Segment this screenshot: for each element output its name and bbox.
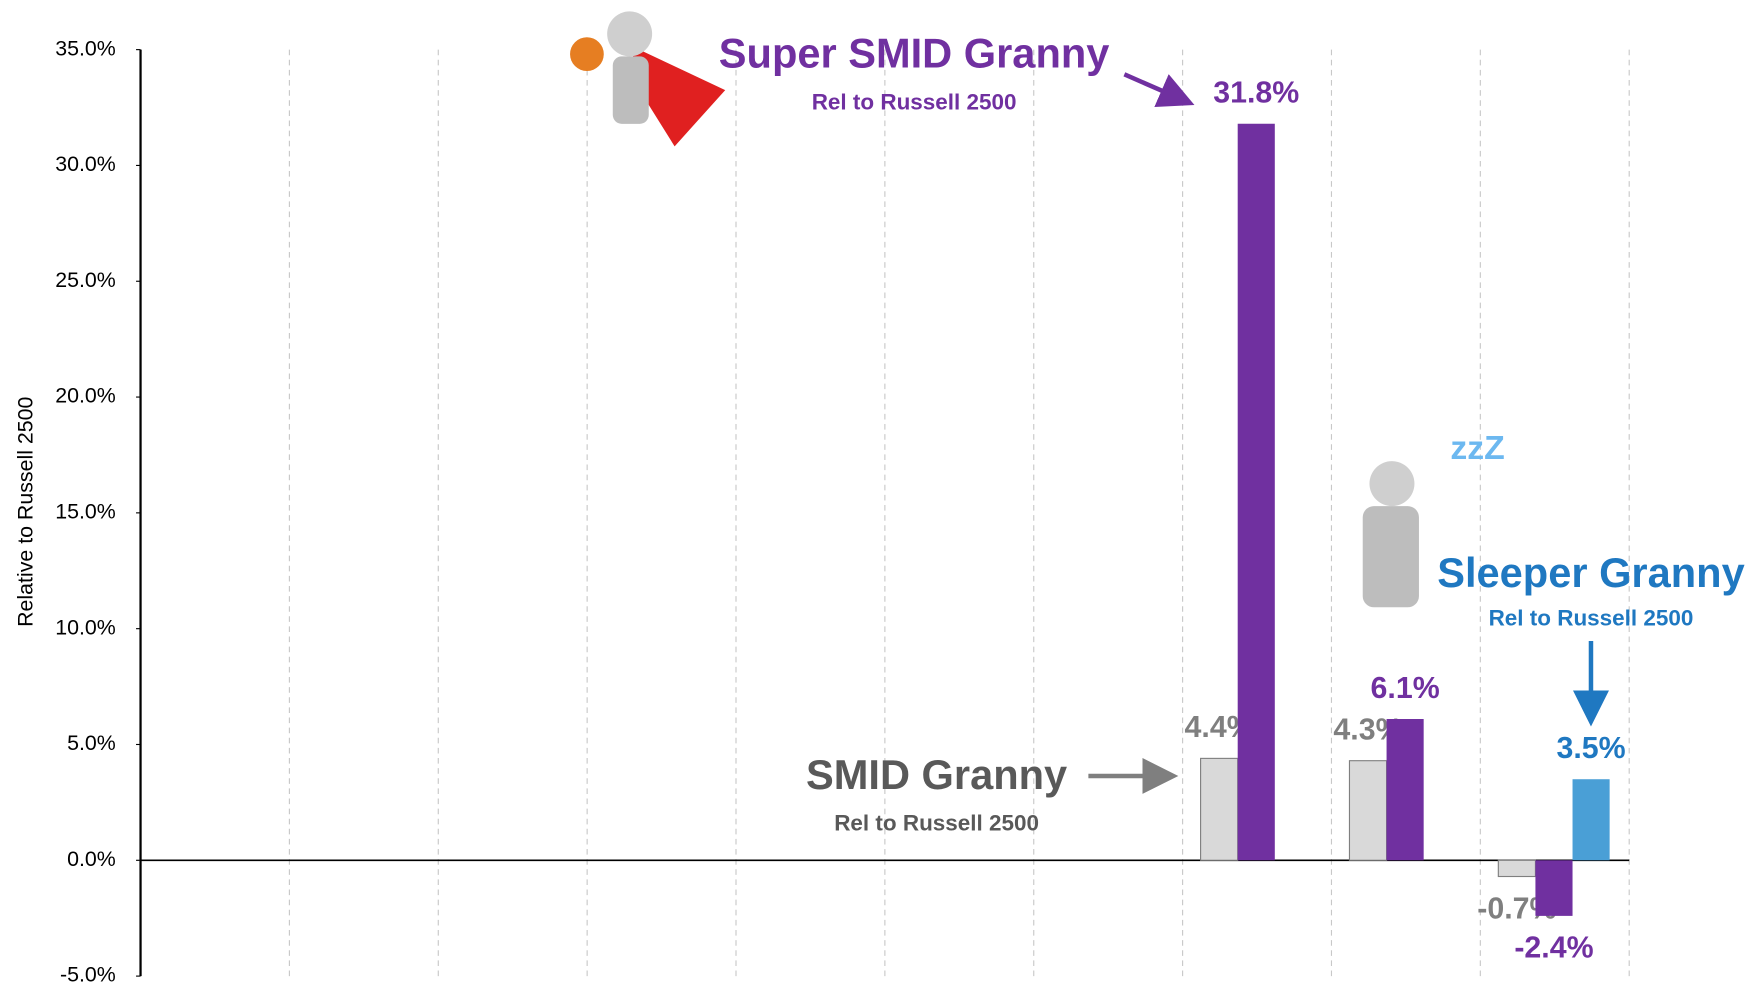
series-note: Rel to Russell 2500 <box>834 810 1039 835</box>
series-note: Rel to Russell 2500 <box>1489 606 1694 631</box>
series-annotation: Sleeper Granny <box>1437 549 1744 596</box>
y-tick-label: -5.0% <box>60 963 116 987</box>
bar <box>1535 860 1572 916</box>
data-label: 31.8% <box>1213 77 1299 110</box>
bar <box>1387 719 1424 860</box>
data-label: -2.4% <box>1514 932 1593 965</box>
series-annotation: SMID Granny <box>806 751 1067 798</box>
page: {"chart_data": { "type": "bar", "y_label… <box>0 0 1763 992</box>
bar <box>1498 860 1535 876</box>
y-tick-label: 35.0% <box>55 36 116 60</box>
series-note: Rel to Russell 2500 <box>812 90 1017 115</box>
bar <box>1238 124 1275 861</box>
y-tick-label: 15.0% <box>55 500 116 524</box>
arrow <box>1124 74 1186 101</box>
y-tick-label: 20.0% <box>55 384 116 408</box>
y-tick-label: 10.0% <box>55 615 116 639</box>
y-axis-title: Relative to Russell 2500 <box>14 396 38 626</box>
data-label: 6.1% <box>1371 672 1440 705</box>
data-label: 3.5% <box>1556 732 1625 765</box>
svg-text:zzZ: zzZ <box>1450 429 1504 467</box>
bar <box>1349 761 1386 861</box>
y-tick-label: 5.0% <box>67 731 116 755</box>
chart: -5.0% 0.0% 5.0% 10.0% 15.0% 20.0% 25.0% 30.0% 35… <box>0 0 1763 992</box>
y-tick-label: 30.0% <box>55 152 116 176</box>
bar <box>1573 779 1610 860</box>
bar <box>1201 758 1238 860</box>
y-tick-label: 25.0% <box>55 268 116 292</box>
y-tick-label: 0.0% <box>67 847 116 871</box>
granny-icon <box>570 11 725 146</box>
series-annotation: Super SMID Granny <box>719 29 1110 76</box>
